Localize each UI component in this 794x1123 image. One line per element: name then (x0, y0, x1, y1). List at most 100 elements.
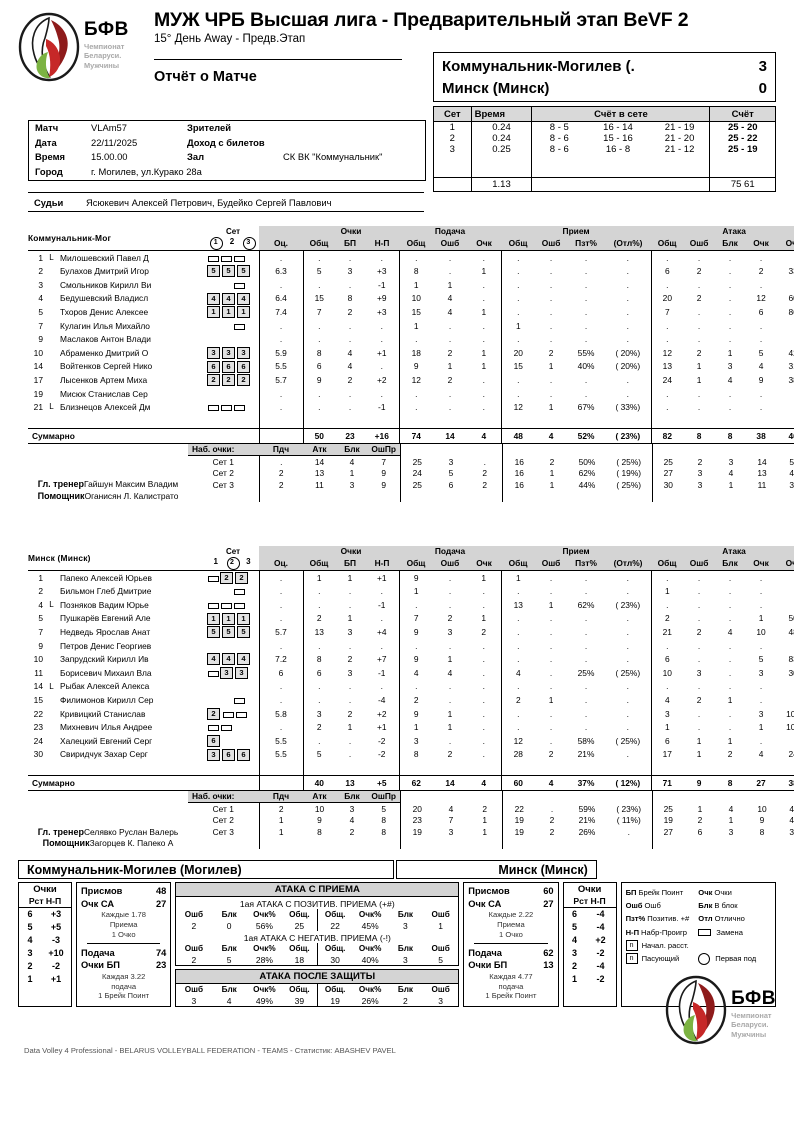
player-row[interactable]: 24 Халецкий Евгений Серг 6 5.5.. -2 3.. 12. 58%… (28, 734, 794, 748)
player-atk-err: . (697, 252, 701, 263)
footer-logo-sub-1: Чемпионат (731, 1010, 772, 1020)
player-atk-err: . (697, 334, 701, 345)
setter-box-icon: n (625, 939, 638, 951)
player-pts-wl: +1 (376, 722, 387, 733)
rotation-point-row: 1 +1 (19, 973, 71, 986)
player-srv-err: 3 (447, 626, 453, 637)
info-value-date: 22/11/2025 (91, 136, 138, 148)
player-row[interactable]: 10 Абраменко Дмитрий О 3 3 3 5.9 8 4 +1 18 2 1 20 2 55… (28, 346, 794, 360)
player-atk-total: 6 (650, 734, 684, 748)
player-row[interactable]: 2 Булахов Дмитрий Игор 5 5 5 6.3 5 3 +3 8. 1.... 6 2… (28, 264, 794, 279)
report-header: БФВ Чемпионат Беларуси. Мужчины МУЖ ЧРБ … (18, 10, 776, 85)
logo-sub-2: Беларуси. (84, 51, 122, 61)
col-rec-tot: Общ (501, 237, 536, 251)
player-number: 23 (33, 722, 43, 733)
legend-row: Блк В блок (698, 899, 771, 912)
player-row[interactable]: 4 L Позняков Вадим Юрье... -1... 13 1 62% ( 23%… (28, 598, 794, 612)
player-pts-wl: . (380, 613, 383, 624)
player-row[interactable]: 17 Лысенков Артем Миха 2 2 2 5.7 9 2 +2 12 2..... 2… (28, 373, 794, 387)
setbreak-srv-pt: 2 (482, 803, 488, 814)
player-pts-total: 6 (302, 666, 335, 680)
player-row[interactable]: 5 Тхоров Денис Алексее 1 1 1 7.4 7 2 +3 15 4 1.... 7… (28, 305, 794, 319)
player-atk-err: . (697, 320, 701, 331)
setbreak-pdch: . (258, 455, 303, 468)
player-row[interactable]: 30 Свиридчук Захар Серг 3 6 6 5.5 5. -2 8 2. 28 2 21… (28, 747, 794, 762)
summary-rec-total: 48 (500, 427, 536, 444)
player-atk-total: . (650, 386, 684, 401)
position-chip: 4 (207, 292, 221, 305)
player-pts-bp: 2 (347, 306, 353, 317)
player-row[interactable]: 7 Недведь Ярослав Анат 5 5 5 5.7 13 3 +4 9 3 2.... 2… (28, 625, 794, 639)
legend-abbr: Ошб (625, 901, 643, 911)
nab-header-row: Наб. очки: Пдч Атк Блк ОшПр (28, 443, 794, 457)
player-row[interactable]: 14 Войтенков Сергей Нико 6 6 6 5.5 6 4. 9 1 1 15 1 40… (28, 359, 794, 374)
referees-box: Судьи Ясюкевич Алексей Петрович, Будейко… (28, 192, 424, 212)
attack-table-header: Ошб Блк Очк% Общ. Общ. Очк% Блк Ошб (176, 909, 458, 920)
player-number: 7 (38, 320, 43, 331)
player-name: Кулагин Илья Михайло (60, 320, 150, 331)
player-pts-total: . (302, 386, 336, 401)
reception-label: Присмов (468, 886, 510, 896)
setbreak-rec-err: 2 (549, 826, 555, 837)
player-srv-err: . (448, 681, 452, 692)
player-atk-total: . (650, 332, 684, 347)
player-rec-total: . (500, 373, 536, 387)
player-vote: . (258, 638, 303, 653)
player-srv-err: . (448, 572, 452, 583)
competition-subtitle: 15° День Away - Предв.Этап (154, 33, 306, 46)
setbreak-atk-pct: 48% (789, 468, 794, 479)
player-row[interactable]: 10 Запрудский Кирилл Ив 4 4 4 7.2 8 2 +7 9 1..... 6… (28, 652, 794, 667)
position-empty (233, 334, 244, 344)
set-partial-8: 8 - 5 (531, 121, 587, 133)
player-row[interactable]: 23 Михневич Илья Андрее. 2 1 +1 1 1..... 1.. 1 10… (28, 720, 794, 735)
rotation-number: 1 (572, 974, 578, 985)
player-rec-pos: . (584, 708, 588, 719)
player-row[interactable]: 4 Бедушевский Владисл 4 4 4 6.4 15 8 +9 10 4..... 2… (28, 291, 794, 306)
team-score-box: Коммунальник-Могилев (. 3 Минск (Минск) … (433, 52, 776, 102)
reception-line: Присмов 60 (468, 885, 553, 898)
coach-line (28, 815, 188, 827)
setbreak-rec-total: 19 (501, 814, 536, 827)
player-row[interactable]: 11 Борисевич Михаил Вла 3 3 6 6 3 -1 4 4. 4. 25%( 2… (28, 666, 794, 680)
player-row[interactable]: 22 Кривицкий Станислав 2 5.8 3 2 +2 9 1..... 3.. 3… (28, 706, 794, 721)
player-row[interactable]: 5 Пушкарёв Евгений Але 1 1 1. 2 1. 7 2 1.... 2.. 1 5… (28, 611, 794, 626)
col-rec-err: Ошб (535, 557, 568, 571)
rotation-winloss: -2 (596, 974, 605, 985)
footer-logo-subtitle: Чемпионат Беларуси. Мужчины (731, 1011, 776, 1039)
col-rec-pos: Пзт% (567, 557, 606, 571)
player-pts-bp: 1 (347, 613, 353, 624)
position-empty (220, 321, 231, 331)
summary-pts-bp: 23 (335, 427, 366, 444)
set-number: 1 (449, 122, 455, 133)
col-atk-tot: Общ (651, 237, 684, 251)
col-rec-pos: Пзт% (567, 237, 606, 251)
setbreak-rec-pos: 50% (578, 456, 596, 467)
player-rec-exc: ( 25%) (615, 735, 641, 746)
player-atk-pct: . (777, 319, 794, 333)
set-number: 2 (449, 133, 455, 144)
player-role: L (49, 252, 54, 262)
setbreak-atk-total: 27 (651, 467, 684, 480)
player-row[interactable]: 21 L Близнецов Алексей Дм... -1... 12 1 67% ( 3… (28, 400, 794, 415)
player-rec-total: . (500, 386, 536, 401)
player-atk-blk: . (728, 708, 732, 719)
player-pts-wl: -2 (378, 735, 386, 746)
player-srv-total: 15 (398, 305, 434, 319)
title-block: МУЖ ЧРБ Высшая лига - Предварительный эт… (148, 10, 776, 85)
player-name: Папеко Алексей Юрьев (60, 572, 152, 583)
set-time: 0.25 (470, 144, 532, 155)
val-pct-r: 26% (361, 995, 379, 1006)
player-rec-err: . (549, 252, 553, 263)
